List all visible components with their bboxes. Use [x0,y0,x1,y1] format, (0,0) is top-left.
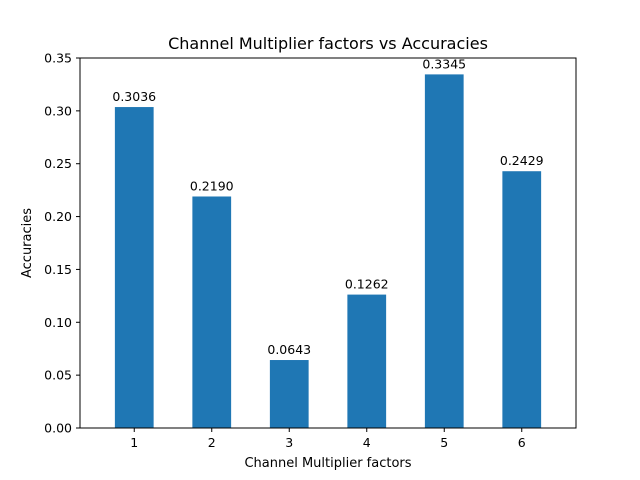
bar-2 [192,196,232,428]
y-tick-label-6: 0.30 [44,103,72,118]
data-label-1: 0.3036 [112,89,156,104]
axes-layer [76,57,577,432]
x-tick-label-3: 3 [285,435,293,450]
plot-frame [79,57,577,429]
y-tick-label-4: 0.20 [44,209,72,224]
data-label-5: 0.3345 [422,56,466,71]
y-tick-label-2: 0.10 [44,315,72,330]
x-tick-label-2: 2 [208,435,216,450]
bars-layer [114,74,542,429]
bar-4 [347,294,387,428]
labels-layer: 0.3036 0.2190 0.0643 0.1262 0.3345 0.2429 1 2 3 4… [44,51,544,451]
x-tick-label-5: 5 [440,435,448,450]
y-tick-label-3: 0.15 [44,262,72,277]
x-tick-label-4: 4 [363,435,371,450]
y-tick-label-5: 0.25 [44,156,72,171]
bar-1 [114,107,154,429]
y-tick-label-0: 0.00 [44,421,72,436]
data-label-4: 0.1262 [345,277,389,292]
data-label-2: 0.2190 [190,178,234,193]
chart-title: Channel Multiplier factors vs Accuracies [168,34,488,53]
y-tick-label-1: 0.05 [44,368,72,383]
y-tick-label-7: 0.35 [44,51,72,66]
bar-6 [502,171,542,428]
data-label-6: 0.2429 [500,153,544,168]
bar-5 [424,74,464,428]
x-tick-label-6: 6 [518,435,526,450]
x-tick-label-1: 1 [130,435,138,450]
data-label-3: 0.0643 [267,342,311,357]
bar-3 [269,360,309,428]
x-axis-label: Channel Multiplier factors [244,456,411,471]
y-axis-label: Accuracies [20,208,35,278]
